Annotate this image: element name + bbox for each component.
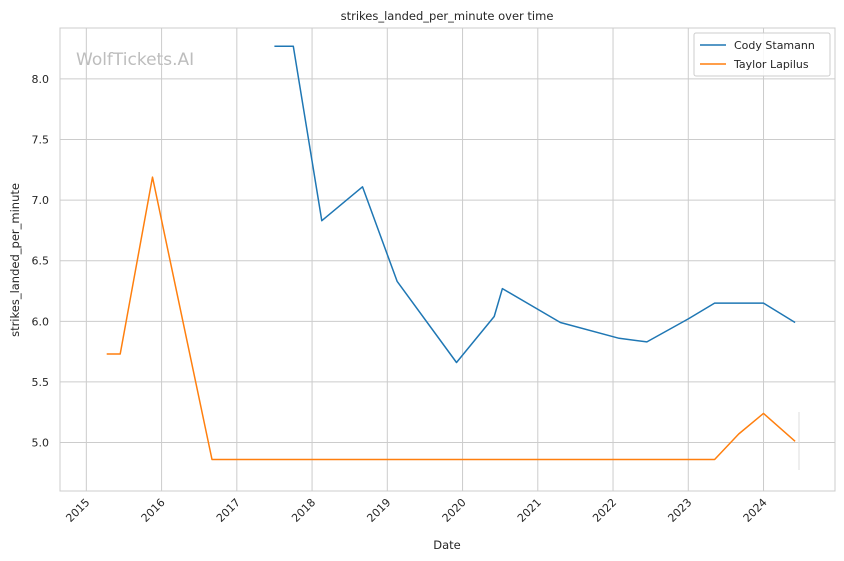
series-line-taylor-lapilus [106,176,796,461]
y-tick-label: 7.0 [32,194,50,207]
legend: Cody Stamann Taylor Lapilus [693,32,831,77]
x-tick-label: 2019 [364,496,393,525]
x-tick-label: 2022 [590,496,619,525]
x-tick-label: 2018 [289,496,318,525]
x-tick-label: 2023 [665,496,694,525]
y-tick-label: 5.0 [32,437,50,450]
series-line-cody-stamann [274,45,796,364]
chart-title: strikes_landed_per_minute over time [341,9,554,23]
x-tick-label: 2024 [741,496,770,525]
x-tick-label: 2016 [139,496,168,525]
legend-label-taylor-lapilus: Taylor Lapilus [733,58,809,71]
legend-box [693,32,831,77]
x-tick-label: 2021 [515,496,544,525]
watermark: WolfTickets.AI [76,50,194,70]
y-tick-label: 5.5 [32,376,50,389]
y-tick-label: 8.0 [32,73,50,86]
grid [60,28,835,491]
x-tick-label: 2017 [214,496,243,525]
x-axis-title: Date [433,538,461,552]
y-tick-label: 6.5 [32,255,50,268]
y-tick-label: 7.5 [32,134,50,147]
x-tick-label: 2020 [440,496,469,525]
series-lines [106,45,796,461]
y-tick-label: 6.0 [32,315,50,328]
x-tick-label: 2015 [63,496,92,525]
plot-area-frame [59,27,836,492]
y-axis-title: strikes_landed_per_minute [8,183,22,337]
tick-labels: 2015 2016 2017 2018 2019 2020 2021 2022 2023 2024… [32,73,770,525]
legend-label-cody-stamann: Cody Stamann [734,39,815,52]
